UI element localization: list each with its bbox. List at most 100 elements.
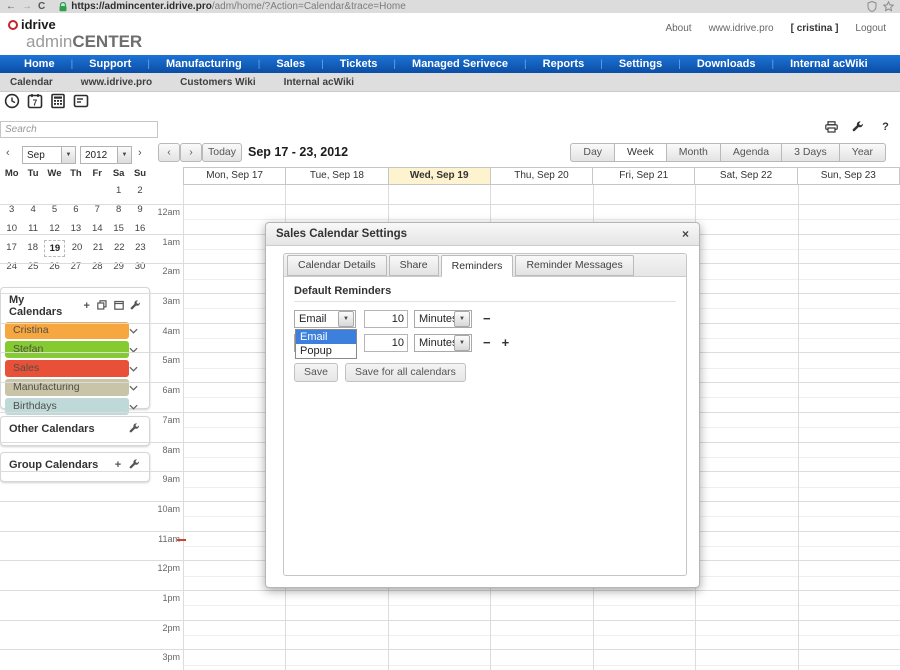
close-icon[interactable]: ×: [681, 227, 689, 241]
mini-day-15[interactable]: 15: [113, 223, 124, 234]
day-header-sat-sep-22[interactable]: Sat, Sep 22: [695, 167, 798, 185]
wrench-icon[interactable]: [852, 121, 865, 134]
wrench-icon[interactable]: [129, 459, 141, 471]
mini-day-19[interactable]: 19: [44, 240, 66, 257]
header-link-about[interactable]: About: [665, 23, 692, 34]
calendar-check-icon[interactable]: [113, 300, 125, 312]
mini-day-28[interactable]: 28: [91, 261, 103, 272]
mini-day-1[interactable]: 1: [116, 185, 122, 196]
prev-week-button[interactable]: ‹: [158, 143, 180, 162]
calculator-icon[interactable]: [50, 93, 66, 109]
day-header-thu-sep-20[interactable]: Thu, Sep 20: [490, 167, 594, 185]
notes-icon[interactable]: [73, 93, 89, 109]
dialog-titlebar[interactable]: Sales Calendar Settings ×: [266, 223, 699, 246]
chevron-down-icon[interactable]: [129, 328, 145, 334]
day-header-mon-sep-17[interactable]: Mon, Sep 17: [183, 167, 287, 185]
mini-day-11[interactable]: 11: [28, 223, 39, 234]
hour-row-2pm[interactable]: 2pm: [0, 619, 900, 650]
calendar-toggle-cristina[interactable]: Cristina: [5, 322, 129, 339]
browser-refresh-icon[interactable]: C: [38, 1, 46, 12]
subnav-item-customers-wiki[interactable]: Customers Wiki: [180, 76, 256, 88]
mini-day-22[interactable]: 22: [114, 242, 125, 253]
subnav-item-www-idrive-pro[interactable]: www.idrive.pro: [80, 76, 153, 88]
mini-day-6[interactable]: 6: [73, 204, 79, 215]
calendar-toggle-sales[interactable]: Sales: [5, 360, 129, 377]
chevron-down-icon[interactable]: [129, 404, 145, 410]
mini-day-16[interactable]: 16: [134, 223, 146, 234]
day-header-wed-sep-19[interactable]: Wed, Sep 19: [388, 167, 491, 185]
day-header-fri-sep-21[interactable]: Fri, Sep 21: [593, 167, 696, 185]
save-button[interactable]: Save: [294, 363, 338, 382]
next-week-button[interactable]: ›: [180, 143, 202, 162]
subnav-item-internal-acwiki[interactable]: Internal acWiki: [283, 76, 355, 88]
bookmark-star-icon[interactable]: [883, 1, 894, 12]
mini-day-14[interactable]: 14: [91, 223, 103, 234]
print-icon[interactable]: [825, 121, 838, 134]
help-icon[interactable]: ?: [882, 121, 889, 133]
header-link-www-idrive-pro[interactable]: www.idrive.pro: [708, 23, 774, 34]
header-link-logout[interactable]: Logout: [855, 23, 886, 34]
nav-item-internal-acwiki[interactable]: Internal acWiki: [790, 58, 868, 70]
mini-day-24[interactable]: 24: [6, 261, 17, 272]
search-input[interactable]: [0, 121, 158, 138]
tab-reminders[interactable]: Reminders: [440, 255, 514, 277]
chevron-down-icon[interactable]: [129, 366, 145, 372]
add-group-calendar-icon[interactable]: +: [114, 459, 122, 471]
calendar-toggle-manufacturing[interactable]: Manufacturing: [5, 379, 129, 396]
mini-day-2[interactable]: 2: [137, 185, 143, 196]
nav-item-downloads[interactable]: Downloads: [696, 58, 756, 70]
mini-day-7[interactable]: 7: [94, 204, 100, 215]
view-button-week[interactable]: Week: [615, 143, 667, 162]
view-button-month[interactable]: Month: [666, 143, 721, 162]
add-calendar-icon[interactable]: +: [83, 300, 90, 312]
view-button-3-days[interactable]: 3 Days: [782, 143, 840, 162]
shield-icon[interactable]: [867, 1, 877, 12]
reminder-value-input[interactable]: [364, 334, 408, 352]
hour-row-12am[interactable]: 12am: [0, 204, 900, 234]
browser-back-icon[interactable]: ←: [6, 1, 16, 12]
mini-day-27[interactable]: 27: [70, 261, 82, 272]
chevron-down-icon[interactable]: [129, 347, 145, 353]
mini-day-4[interactable]: 4: [30, 204, 36, 215]
mini-day-25[interactable]: 25: [27, 261, 39, 272]
hour-row-1pm[interactable]: 1pm: [0, 589, 900, 620]
address-bar[interactable]: https://admincenter.idrive.pro/adm/home/…: [59, 1, 867, 12]
mini-day-29[interactable]: 29: [113, 261, 124, 272]
wrench-icon[interactable]: [129, 423, 141, 435]
mini-day-8[interactable]: 8: [116, 204, 122, 215]
mini-day-18[interactable]: 18: [27, 242, 38, 253]
mini-day-20[interactable]: 20: [71, 242, 83, 253]
mini-day-23[interactable]: 23: [135, 242, 146, 253]
tab-calendar-details[interactable]: Calendar Details: [287, 255, 387, 276]
view-button-agenda[interactable]: Agenda: [720, 143, 783, 162]
tab-share[interactable]: Share: [388, 255, 439, 276]
chevron-down-icon[interactable]: [129, 385, 145, 391]
mini-day-13[interactable]: 13: [70, 223, 82, 234]
nav-item-support[interactable]: Support: [89, 58, 132, 70]
nav-item-home[interactable]: Home: [24, 58, 55, 70]
mini-day-12[interactable]: 12: [49, 223, 60, 234]
browser-forward-icon[interactable]: →: [22, 1, 32, 12]
clock-icon[interactable]: [4, 93, 20, 109]
month-select[interactable]: Sep ▼: [22, 146, 76, 164]
year-select[interactable]: 2012 ▼: [80, 146, 132, 164]
subnav-item-calendar[interactable]: Calendar: [10, 76, 53, 88]
remove-reminder-button[interactable]: −: [483, 311, 491, 326]
dropdown-option-popup[interactable]: Popup: [300, 345, 332, 357]
copy-icon[interactable]: [97, 300, 108, 312]
wrench-icon[interactable]: [130, 300, 141, 312]
mini-day-9[interactable]: 9: [137, 204, 143, 215]
mini-day-10[interactable]: 10: [6, 223, 17, 234]
today-button[interactable]: Today: [202, 143, 242, 162]
add-reminder-button[interactable]: +: [501, 335, 510, 350]
day-header-sun-sep-23[interactable]: Sun, Sep 23: [797, 167, 900, 185]
remove-reminder-button[interactable]: −: [483, 335, 491, 350]
nav-item-tickets[interactable]: Tickets: [339, 58, 378, 70]
nav-item-sales[interactable]: Sales: [276, 58, 306, 70]
mini-day-26[interactable]: 26: [49, 261, 60, 272]
reminder-unit-select[interactable]: Minutes ▼: [414, 310, 472, 328]
calendar-toggle-birthdays[interactable]: Birthdays: [5, 398, 129, 415]
reminder-method-select[interactable]: Email ▼ Email Popup: [294, 310, 357, 359]
mini-day-30[interactable]: 30: [134, 261, 146, 272]
nav-item-managed-serivece[interactable]: Managed Serivece: [412, 58, 509, 70]
